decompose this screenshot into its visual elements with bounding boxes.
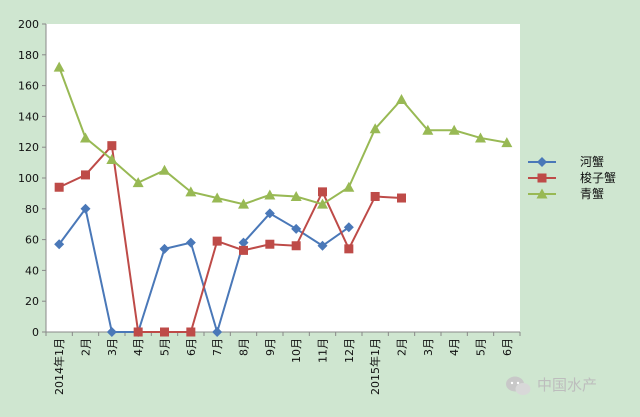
data-point: [317, 198, 328, 209]
data-point: [343, 181, 355, 192]
y-tick-label: 140: [18, 110, 39, 123]
data-point: [54, 182, 64, 192]
data-point: [344, 244, 354, 254]
data-point: [212, 236, 222, 246]
x-tick-label: 4月: [132, 338, 145, 356]
plot-area: [46, 24, 520, 332]
data-point: [160, 327, 169, 337]
series-line: [58, 66, 508, 206]
x-tick-label: 2015年1月: [368, 338, 382, 395]
data-point: [397, 193, 406, 203]
series-2: [54, 141, 406, 337]
data-point: [238, 198, 249, 209]
legend-marker: [536, 188, 548, 199]
data-point: [343, 222, 354, 233]
data-point: [422, 124, 434, 135]
data-point: [106, 154, 118, 165]
legend-item: 梭子蟹: [528, 170, 616, 185]
data-point: [448, 124, 460, 135]
x-tick-label: 12月: [343, 338, 356, 363]
data-point: [264, 189, 276, 200]
legend-marker: [537, 157, 547, 167]
y-tick-label: 160: [18, 80, 39, 93]
x-tick-label: 6月: [501, 338, 514, 356]
data-point: [107, 141, 117, 151]
data-point: [133, 327, 143, 337]
data-point: [318, 187, 327, 197]
y-tick-label: 100: [18, 172, 39, 185]
data-point: [212, 327, 223, 337]
data-point: [185, 237, 196, 248]
y-tick-label: 120: [18, 141, 39, 154]
wechat-icon: [506, 376, 531, 395]
x-tick-label: 10月: [290, 338, 303, 363]
data-point: [186, 327, 196, 337]
x-tick-label: 2月: [80, 338, 93, 356]
y-tick-label: 60: [25, 234, 39, 247]
x-tick-label: 2月: [396, 338, 409, 356]
y-tick-label: 200: [18, 18, 39, 31]
data-point: [238, 237, 249, 248]
y-tick-label: 20: [25, 295, 39, 308]
data-point: [159, 243, 170, 254]
data-point: [291, 241, 301, 251]
y-tick-label: 80: [25, 203, 39, 216]
legend-marker: [537, 173, 547, 183]
data-point: [264, 208, 275, 219]
legend-item: 青蟹: [528, 186, 604, 201]
data-point: [185, 186, 197, 197]
series-3: [53, 61, 513, 209]
watermark-text: 中国水产: [537, 376, 597, 394]
data-point: [501, 137, 513, 148]
legend-item: 河蟹: [528, 154, 604, 169]
watermark: 中国水产: [506, 376, 597, 395]
data-point: [475, 132, 486, 143]
data-point: [396, 93, 407, 104]
x-tick-label: 3月: [422, 338, 435, 356]
x-tick-label: 6月: [185, 338, 198, 356]
x-tick-label: 9月: [264, 338, 277, 356]
x-tick-label: 8月: [238, 338, 251, 356]
data-point: [106, 327, 117, 337]
y-tick-label: 0: [32, 326, 39, 339]
data-point: [265, 239, 275, 249]
data-point: [239, 245, 248, 255]
data-point: [81, 170, 90, 180]
x-tick-label: 4月: [448, 338, 461, 356]
data-point: [159, 164, 170, 175]
y-tick-label: 40: [25, 264, 39, 277]
y-tick-label: 180: [18, 49, 39, 62]
x-tick-label: 5月: [159, 338, 172, 356]
data-point: [291, 223, 302, 234]
x-tick-label: 11月: [317, 338, 330, 363]
data-point: [53, 61, 65, 72]
x-tick-label: 2014年1月: [52, 338, 66, 395]
legend-label: 梭子蟹: [580, 170, 616, 185]
series-line: [58, 143, 402, 333]
x-tick-label: 7月: [211, 338, 224, 356]
data-point: [80, 132, 91, 143]
x-tick-label: 3月: [106, 338, 119, 356]
data-point: [369, 123, 381, 134]
data-point: [132, 177, 144, 188]
x-tick-label: 5月: [475, 338, 488, 356]
legend-label: 青蟹: [580, 186, 604, 201]
legend-label: 河蟹: [580, 154, 604, 169]
data-point: [290, 190, 302, 201]
data-point: [80, 203, 91, 214]
data-point: [317, 240, 328, 251]
data-point: [54, 239, 65, 250]
data-point: [370, 191, 380, 201]
data-point: [211, 192, 223, 203]
